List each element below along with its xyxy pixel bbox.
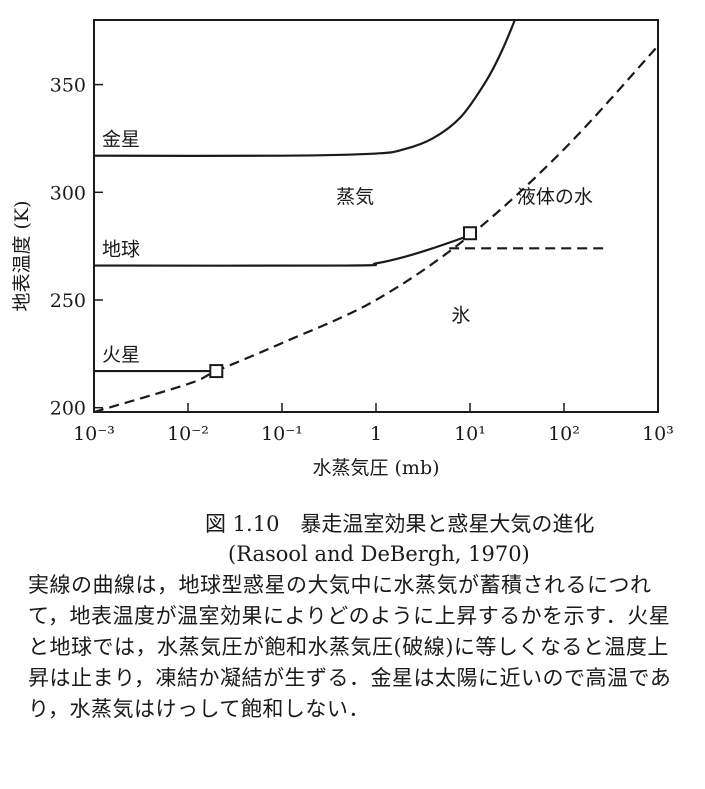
x-tick-label: 10² [548, 423, 580, 445]
x-tick-label: 10⁻² [167, 423, 209, 445]
x-tick-label: 1 [370, 423, 382, 445]
y-tick-label: 300 [50, 182, 86, 204]
figure-caption-source: (Rasool and DeBergh, 1970) [228, 542, 530, 566]
series-label: 火星 [102, 344, 140, 366]
figure-caption-body: 実線の曲線は，地球型惑星の大気中に水蒸気が蓄積されるにつれて，地表温度が温室効果… [28, 573, 672, 721]
region-label: 氷 [451, 305, 470, 327]
series-label: 地球 [102, 239, 140, 261]
x-tick-label: 10⁻³ [73, 423, 115, 445]
x-tick-label: 10⁻¹ [261, 423, 303, 445]
saturation-point-marker [209, 364, 224, 379]
region-label: 液体の水 [517, 186, 593, 208]
plot-frame [93, 19, 659, 413]
series-label: 金星 [102, 129, 140, 151]
series-line-3 [93, 45, 659, 414]
region-label: 蒸気 [336, 186, 374, 208]
saturation-point-marker [463, 226, 477, 241]
y-tick-label: 250 [50, 290, 86, 312]
x-tick-label: 10¹ [454, 423, 486, 445]
y-axis-label: 地表温度 (K) [11, 200, 33, 311]
y-tick-label: 350 [50, 75, 86, 97]
x-tick-label: 10³ [642, 423, 674, 445]
series-line-0 [93, 19, 516, 157]
chart: 10⁻³ 10⁻² 10⁻¹ 1 10¹ 10² 10³ 200 250 300 350 水蒸気圧 (… [11, 19, 674, 479]
x-axis-label: 水蒸気圧 (mb) [312, 457, 439, 479]
figure-caption-title: 図 1.10 暴走温室効果と惑星大気の進化 [205, 512, 595, 536]
series-line-1 [93, 234, 471, 267]
y-tick-label: 200 [50, 398, 86, 420]
